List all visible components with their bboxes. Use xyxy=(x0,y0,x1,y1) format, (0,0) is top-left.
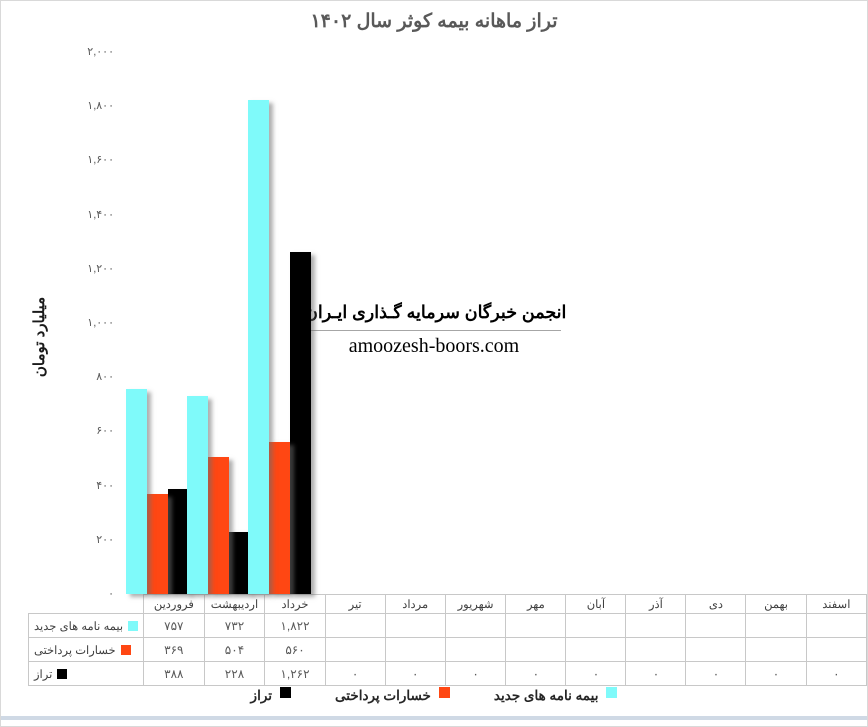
y-tick-label: ۰ xyxy=(108,588,114,600)
month-header-cell: دی xyxy=(685,594,747,614)
value-cell xyxy=(505,613,567,638)
legend-label: تراز xyxy=(250,688,273,703)
legend-swatch-icon xyxy=(438,686,450,698)
value-cell xyxy=(384,637,446,662)
window-bottom-edge xyxy=(1,716,867,720)
value-cell: ۳۸۸ xyxy=(143,661,205,686)
value-cell xyxy=(625,637,687,662)
bar-new-policies xyxy=(248,100,269,594)
value-cell: ۰ xyxy=(745,661,807,686)
bar-balance xyxy=(290,252,311,594)
series-swatch-icon xyxy=(128,620,139,631)
value-cell: ۲۲۸ xyxy=(203,661,266,686)
series-label: بیمه نامه های جدید xyxy=(34,620,124,633)
y-tick-label: ۱,۰۰۰ xyxy=(87,317,114,329)
month-header-cell: بهمن xyxy=(745,594,807,614)
data-table: فروردین اردیبهشت خرداد تیر مرداد شهریور مهر آبا… xyxy=(27,594,867,686)
watermark: انجمن خبرگان سرمایه گـذاری ایـران amooze… xyxy=(305,302,567,358)
row-label-balance: تراز xyxy=(27,661,145,686)
watermark-divider xyxy=(307,330,561,331)
value-cell xyxy=(444,637,507,662)
value-cell xyxy=(745,613,807,638)
watermark-org-name: انجمن خبرگان سرمایه گـذاری ایـران xyxy=(305,302,567,322)
value-cell: ۰ xyxy=(685,661,747,686)
value-cell xyxy=(805,613,867,638)
value-cell: ۱,۲۶۲ xyxy=(264,661,326,686)
row-label-paid-losses: خسارات پرداختی xyxy=(27,637,145,662)
watermark-site-url: amoozesh-boors.com xyxy=(348,335,520,357)
legend-swatch-icon xyxy=(280,686,292,698)
month-header-cell: اردیبهشت xyxy=(203,594,266,614)
month-header-cell: فروردین xyxy=(143,594,205,614)
value-cell: ۰ xyxy=(625,661,687,686)
y-tick-label: ۱,۲۰۰ xyxy=(87,262,114,275)
value-cell xyxy=(805,637,867,662)
value-cell: ۷۳۲ xyxy=(203,613,266,638)
y-tick-label: ۴۰۰ xyxy=(96,479,114,492)
bar-new-policies xyxy=(126,389,147,594)
y-tick-label: ۶۰۰ xyxy=(96,425,114,438)
month-header-cell: شهریور xyxy=(444,594,507,614)
series-swatch-icon xyxy=(120,644,131,655)
value-cell xyxy=(324,613,386,638)
value-cell xyxy=(505,637,567,662)
chart-title: تراز ماهانه بیمه کوثر سال ۱۴۰۲ xyxy=(310,11,558,32)
value-cell xyxy=(565,637,627,662)
month-header-cell: مهر xyxy=(505,594,567,614)
y-axis-title: میلیارد تومان xyxy=(31,296,48,378)
value-cell xyxy=(745,637,807,662)
y-tick-label: ۱,۸۰۰ xyxy=(87,100,114,113)
value-cell xyxy=(324,637,386,662)
value-cell: ۷۵۷ xyxy=(143,613,205,638)
legend-swatch-icon xyxy=(606,686,618,698)
month-header-cell: مرداد xyxy=(384,594,446,614)
value-cell: ۳۶۹ xyxy=(143,637,205,662)
value-cell: ۵۰۴ xyxy=(203,637,266,662)
value-cell: ۰ xyxy=(505,661,567,686)
row-label-new-policies: بیمه نامه های جدید xyxy=(27,613,145,638)
month-header-cell: آبان xyxy=(565,594,627,614)
month-header-cell: تیر xyxy=(324,594,386,614)
legend-item: بیمه نامه های جدید xyxy=(493,686,618,704)
value-cell xyxy=(625,613,687,638)
legend-label: خسارات پرداختی xyxy=(335,688,431,703)
chart-legend: تراز خسارات پرداختی بیمه نامه های جدید xyxy=(1,686,867,704)
value-cell: ۰ xyxy=(805,661,867,686)
month-header-cell: آذر xyxy=(625,594,687,614)
month-header-cell: اسفند xyxy=(805,594,867,614)
bar-balance xyxy=(168,489,189,594)
y-tick-label: ۱,۴۰۰ xyxy=(87,208,114,221)
value-cell xyxy=(685,637,747,662)
bar-new-policies xyxy=(187,396,208,594)
legend-item: تراز xyxy=(250,686,292,704)
value-cell: ۵۶۰ xyxy=(264,637,326,662)
bar-paid-losses xyxy=(208,457,229,594)
y-tick-label: ۱,۶۰۰ xyxy=(87,154,114,167)
y-tick-label: ۲,۰۰۰ xyxy=(87,46,114,58)
bar-balance xyxy=(229,532,250,594)
value-cell xyxy=(444,613,507,638)
table-corner-cell xyxy=(29,595,144,614)
month-header-cell: خرداد xyxy=(264,594,326,614)
bar-paid-losses xyxy=(147,494,168,594)
value-cell: ۰ xyxy=(444,661,507,686)
series-label: تراز xyxy=(34,668,53,681)
value-cell: ۰ xyxy=(324,661,386,686)
y-tick-label: ۲۰۰ xyxy=(96,533,114,546)
legend-item: خسارات پرداختی xyxy=(335,686,450,704)
value-cell xyxy=(565,613,627,638)
value-cell: ۰ xyxy=(384,661,446,686)
series-swatch-icon xyxy=(57,668,68,679)
value-cell xyxy=(685,613,747,638)
series-label: خسارات پرداختی xyxy=(34,644,116,657)
value-cell xyxy=(384,613,446,638)
legend-label: بیمه نامه های جدید xyxy=(493,688,599,703)
plot-area xyxy=(119,1,852,594)
value-cell: ۱,۸۲۲ xyxy=(264,613,326,638)
bar-paid-losses xyxy=(269,442,290,594)
y-tick-label: ۸۰۰ xyxy=(96,371,114,384)
value-cell: ۰ xyxy=(565,661,627,686)
